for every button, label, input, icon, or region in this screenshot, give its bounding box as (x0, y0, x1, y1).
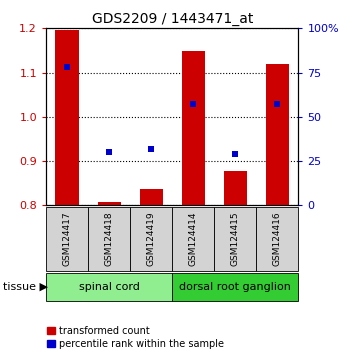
Legend: transformed count, percentile rank within the sample: transformed count, percentile rank withi… (47, 326, 224, 349)
Text: GSM124419: GSM124419 (147, 212, 156, 266)
Text: tissue ▶: tissue ▶ (3, 282, 48, 292)
Text: GSM124418: GSM124418 (105, 212, 114, 266)
Bar (266, 64, 289, 205)
Bar (56, 30, 79, 205)
Bar (98, 202, 121, 205)
Text: GSM124415: GSM124415 (231, 212, 240, 266)
Text: dorsal root ganglion: dorsal root ganglion (179, 282, 291, 292)
Text: GSM124414: GSM124414 (189, 212, 198, 266)
Text: spinal cord: spinal cord (79, 282, 139, 292)
Text: GSM124417: GSM124417 (62, 212, 72, 266)
Bar (182, 51, 205, 205)
Text: GSM124416: GSM124416 (273, 212, 282, 266)
Title: GDS2209 / 1443471_at: GDS2209 / 1443471_at (91, 12, 253, 26)
Bar (139, 189, 163, 205)
Bar (224, 171, 247, 205)
